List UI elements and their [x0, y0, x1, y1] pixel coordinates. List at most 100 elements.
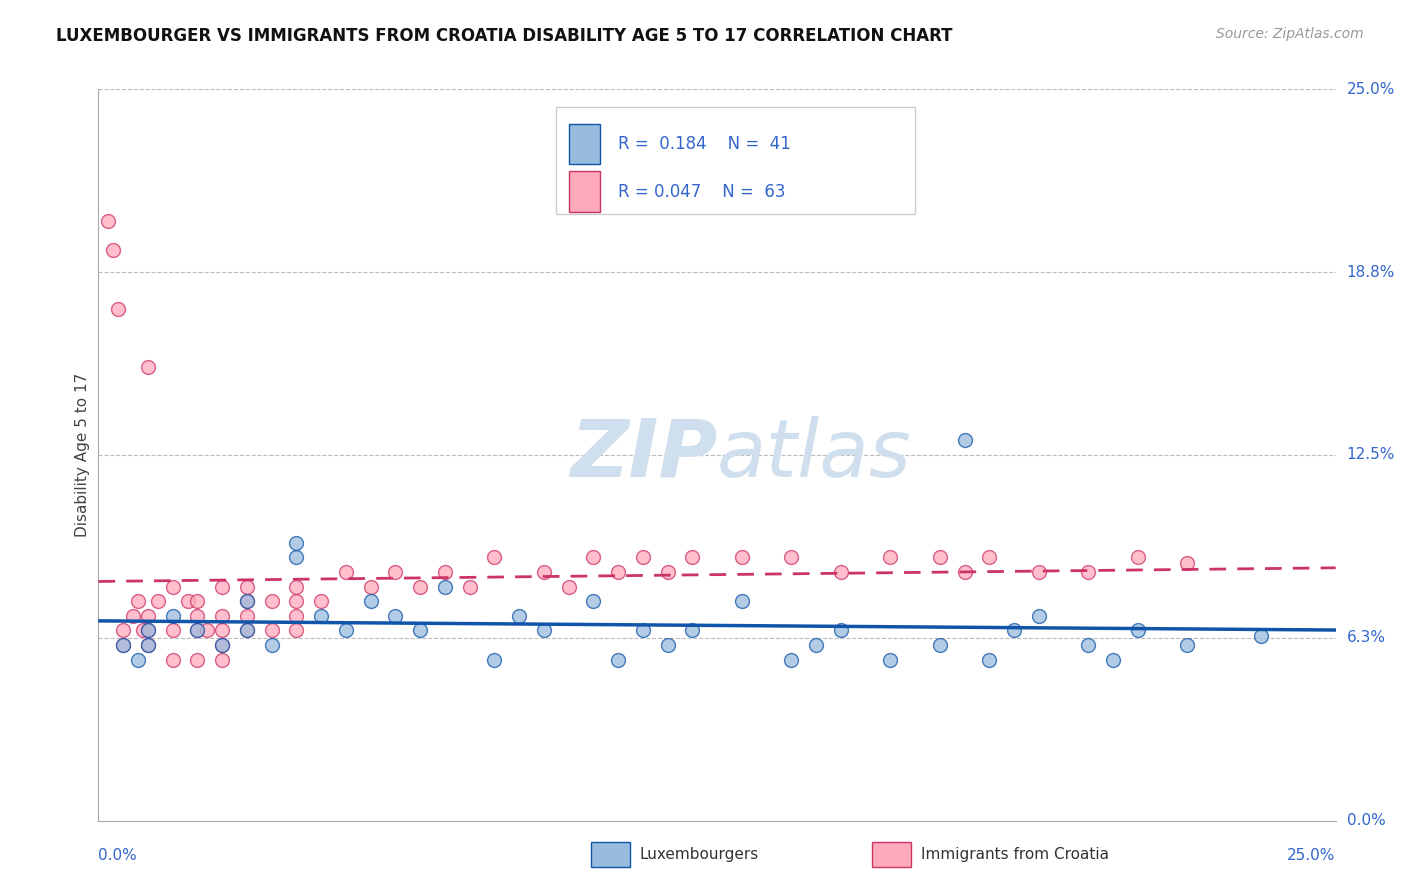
Point — [582, 550, 605, 565]
Point — [112, 638, 135, 652]
Point — [211, 653, 233, 667]
Point — [681, 624, 703, 638]
Point — [1175, 638, 1198, 652]
Point — [830, 565, 852, 579]
Point — [1126, 550, 1149, 565]
Point — [122, 608, 145, 623]
Text: 25.0%: 25.0% — [1288, 848, 1336, 863]
Text: 0.0%: 0.0% — [98, 848, 138, 863]
Point — [533, 565, 555, 579]
Point — [1126, 624, 1149, 638]
Point — [433, 580, 456, 594]
Point — [1250, 629, 1272, 643]
Point — [1028, 565, 1050, 579]
Point — [360, 580, 382, 594]
Point — [285, 608, 308, 623]
Point — [631, 624, 654, 638]
Text: ZIP: ZIP — [569, 416, 717, 494]
Point — [136, 638, 159, 652]
Point — [211, 638, 233, 652]
Point — [132, 624, 155, 638]
Point — [607, 653, 630, 667]
Point — [484, 550, 506, 565]
Point — [211, 580, 233, 594]
Text: 12.5%: 12.5% — [1347, 448, 1395, 462]
Text: 25.0%: 25.0% — [1347, 82, 1395, 96]
Point — [557, 580, 579, 594]
Point — [879, 653, 901, 667]
Point — [1102, 653, 1125, 667]
Point — [830, 624, 852, 638]
Bar — [568, 171, 599, 211]
Point — [953, 565, 976, 579]
Point — [186, 594, 208, 608]
Point — [508, 608, 530, 623]
Point — [176, 594, 198, 608]
Point — [107, 301, 129, 316]
Point — [433, 565, 456, 579]
Point — [186, 608, 208, 623]
Point — [236, 594, 259, 608]
Point — [211, 624, 233, 638]
Text: 18.8%: 18.8% — [1347, 265, 1395, 279]
Point — [285, 594, 308, 608]
Point — [979, 653, 1001, 667]
Text: LUXEMBOURGER VS IMMIGRANTS FROM CROATIA DISABILITY AGE 5 TO 17 CORRELATION CHART: LUXEMBOURGER VS IMMIGRANTS FROM CROATIA … — [56, 27, 953, 45]
Point — [162, 580, 184, 594]
Point — [285, 580, 308, 594]
Point — [360, 594, 382, 608]
Point — [136, 638, 159, 652]
Point — [309, 594, 332, 608]
Text: R =  0.184    N =  41: R = 0.184 N = 41 — [619, 135, 792, 153]
Point — [136, 608, 159, 623]
Point — [607, 565, 630, 579]
Point — [236, 608, 259, 623]
Point — [458, 580, 481, 594]
Point — [236, 624, 259, 638]
Point — [211, 638, 233, 652]
Point — [112, 624, 135, 638]
Point — [146, 594, 169, 608]
Bar — [568, 124, 599, 164]
Point — [953, 434, 976, 448]
Point — [879, 550, 901, 565]
Point — [127, 594, 149, 608]
Point — [97, 214, 120, 228]
Text: Source: ZipAtlas.com: Source: ZipAtlas.com — [1216, 27, 1364, 41]
Point — [186, 624, 208, 638]
Point — [731, 594, 754, 608]
Point — [1175, 556, 1198, 570]
Point — [335, 624, 357, 638]
Point — [1028, 608, 1050, 623]
Point — [928, 550, 950, 565]
Point — [211, 608, 233, 623]
Point — [681, 550, 703, 565]
Bar — [557, 108, 915, 213]
Point — [136, 360, 159, 375]
Point — [236, 624, 259, 638]
Point — [103, 243, 125, 257]
Point — [285, 535, 308, 549]
Point — [260, 594, 283, 608]
Point — [780, 550, 803, 565]
Point — [236, 594, 259, 608]
Point — [657, 638, 679, 652]
Point — [260, 624, 283, 638]
Y-axis label: Disability Age 5 to 17: Disability Age 5 to 17 — [75, 373, 90, 537]
Point — [384, 565, 406, 579]
Text: 6.3%: 6.3% — [1347, 631, 1386, 645]
Text: R = 0.047    N =  63: R = 0.047 N = 63 — [619, 183, 786, 201]
Point — [162, 653, 184, 667]
Point — [631, 550, 654, 565]
Point — [186, 624, 208, 638]
Point — [928, 638, 950, 652]
Point — [804, 638, 827, 652]
Point — [533, 624, 555, 638]
Point — [260, 638, 283, 652]
Point — [582, 594, 605, 608]
Point — [285, 550, 308, 565]
Point — [731, 550, 754, 565]
Point — [657, 565, 679, 579]
Text: Luxembourgers: Luxembourgers — [640, 847, 759, 862]
Point — [186, 653, 208, 667]
